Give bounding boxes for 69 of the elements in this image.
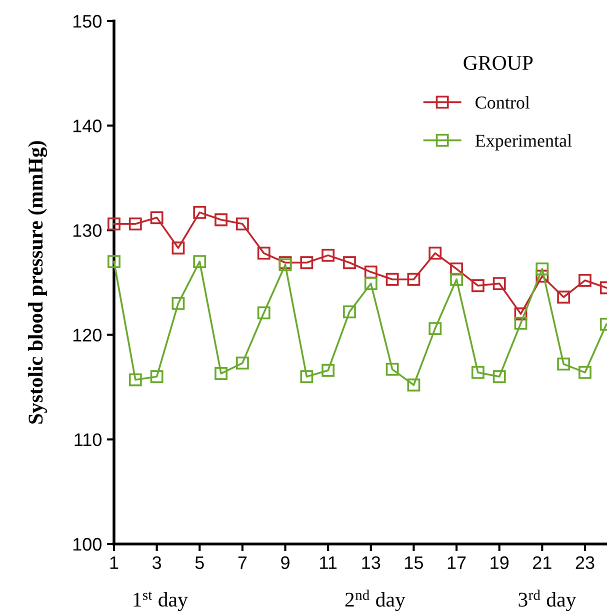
point [364, 266, 378, 278]
x-tick-label: 23 [576, 556, 594, 570]
y-axis-title: Systolic blood pressure (mmHg) [28, 141, 48, 424]
y-tick-label: 110 [74, 433, 102, 446]
y-tick-label: 120 [73, 328, 102, 342]
point [322, 364, 335, 377]
point [578, 274, 592, 287]
legend-title: GROUP [464, 56, 533, 70]
legend-label: Control [476, 96, 530, 109]
legend-label: Experimental [475, 134, 572, 150]
text: 2$^{nd}$ day [345, 590, 406, 612]
point [428, 246, 442, 260]
point [364, 277, 378, 290]
point [108, 217, 120, 230]
point [557, 290, 570, 304]
point [322, 248, 335, 262]
point [514, 316, 528, 330]
y-tick-label: 100 [73, 538, 102, 551]
point [257, 246, 270, 260]
y-tick-label: 140 [73, 120, 102, 132]
text: 3$^{rd}$ day [518, 590, 576, 612]
x-tick-label: 3 [152, 556, 162, 570]
point [236, 356, 249, 370]
y-tick-label: 150 [73, 14, 102, 28]
point [172, 242, 185, 254]
point [450, 262, 463, 276]
point [300, 256, 314, 270]
x-tick-label: 9 [281, 556, 290, 570]
point [450, 272, 463, 286]
point [386, 272, 399, 286]
point [471, 279, 484, 292]
point [407, 272, 420, 286]
point [471, 366, 484, 379]
y-tick-label: 130 [73, 224, 102, 237]
x-tick-label: 15 [405, 556, 424, 570]
x-tick-label: 5 [195, 556, 204, 570]
x-tick-label: 13 [362, 556, 380, 570]
point [536, 262, 549, 276]
point [428, 322, 442, 335]
point [236, 217, 249, 230]
x-tick-label: 11 [320, 556, 337, 569]
point [172, 296, 185, 310]
point [214, 367, 228, 380]
point [128, 217, 142, 230]
point [108, 255, 120, 268]
point [193, 206, 206, 219]
point [578, 366, 592, 379]
x-tick-label: 7 [238, 556, 247, 569]
point [128, 373, 142, 386]
x-tick-label: 1 [110, 556, 118, 569]
point [214, 213, 228, 226]
x-tick-label: 21 [533, 556, 552, 569]
point [150, 211, 164, 224]
point [257, 306, 270, 320]
x-tick-label: 17 [448, 556, 466, 569]
point [407, 378, 420, 392]
point [343, 256, 356, 270]
point [514, 307, 528, 320]
point [150, 370, 164, 384]
point [386, 362, 399, 376]
point [536, 270, 549, 283]
point [492, 370, 506, 384]
point [557, 358, 570, 371]
point [193, 255, 206, 268]
point [492, 277, 506, 290]
point [343, 305, 356, 318]
x-tick-label: 19 [490, 556, 509, 570]
point [300, 370, 314, 384]
text: 1$^{st}$ day [134, 592, 188, 611]
